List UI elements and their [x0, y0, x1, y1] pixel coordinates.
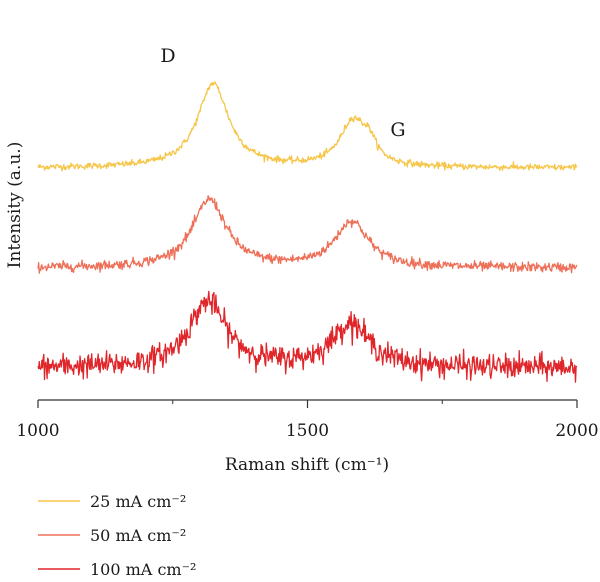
- x-tick-label: 1500: [286, 421, 329, 441]
- x-ticks: 1000 1500 2000: [16, 400, 599, 441]
- series-line-0: [37, 81, 578, 172]
- x-tick-label: 1000: [16, 421, 59, 441]
- peak-label-g: G: [390, 119, 405, 141]
- y-axis-title: Intensity (a.u.): [5, 142, 25, 269]
- series-line-1: [37, 195, 578, 274]
- plot-area: 1000 1500 2000 DG: [16, 45, 598, 441]
- x-axis-title: Raman shift (cm⁻¹): [225, 455, 389, 475]
- peak-label-d: D: [160, 45, 175, 67]
- series-line-2: [37, 290, 578, 383]
- x-tick-label: 2000: [555, 421, 598, 441]
- legend-label-1: 50 mA cm⁻²: [90, 526, 186, 545]
- annotations: DG: [160, 45, 405, 141]
- legend: 25 mA cm⁻² 50 mA cm⁻² 100 mA cm⁻²: [38, 492, 196, 579]
- legend-label-2: 100 mA cm⁻²: [90, 560, 196, 579]
- series-lines: [37, 81, 578, 383]
- legend-label-0: 25 mA cm⁻²: [90, 492, 186, 511]
